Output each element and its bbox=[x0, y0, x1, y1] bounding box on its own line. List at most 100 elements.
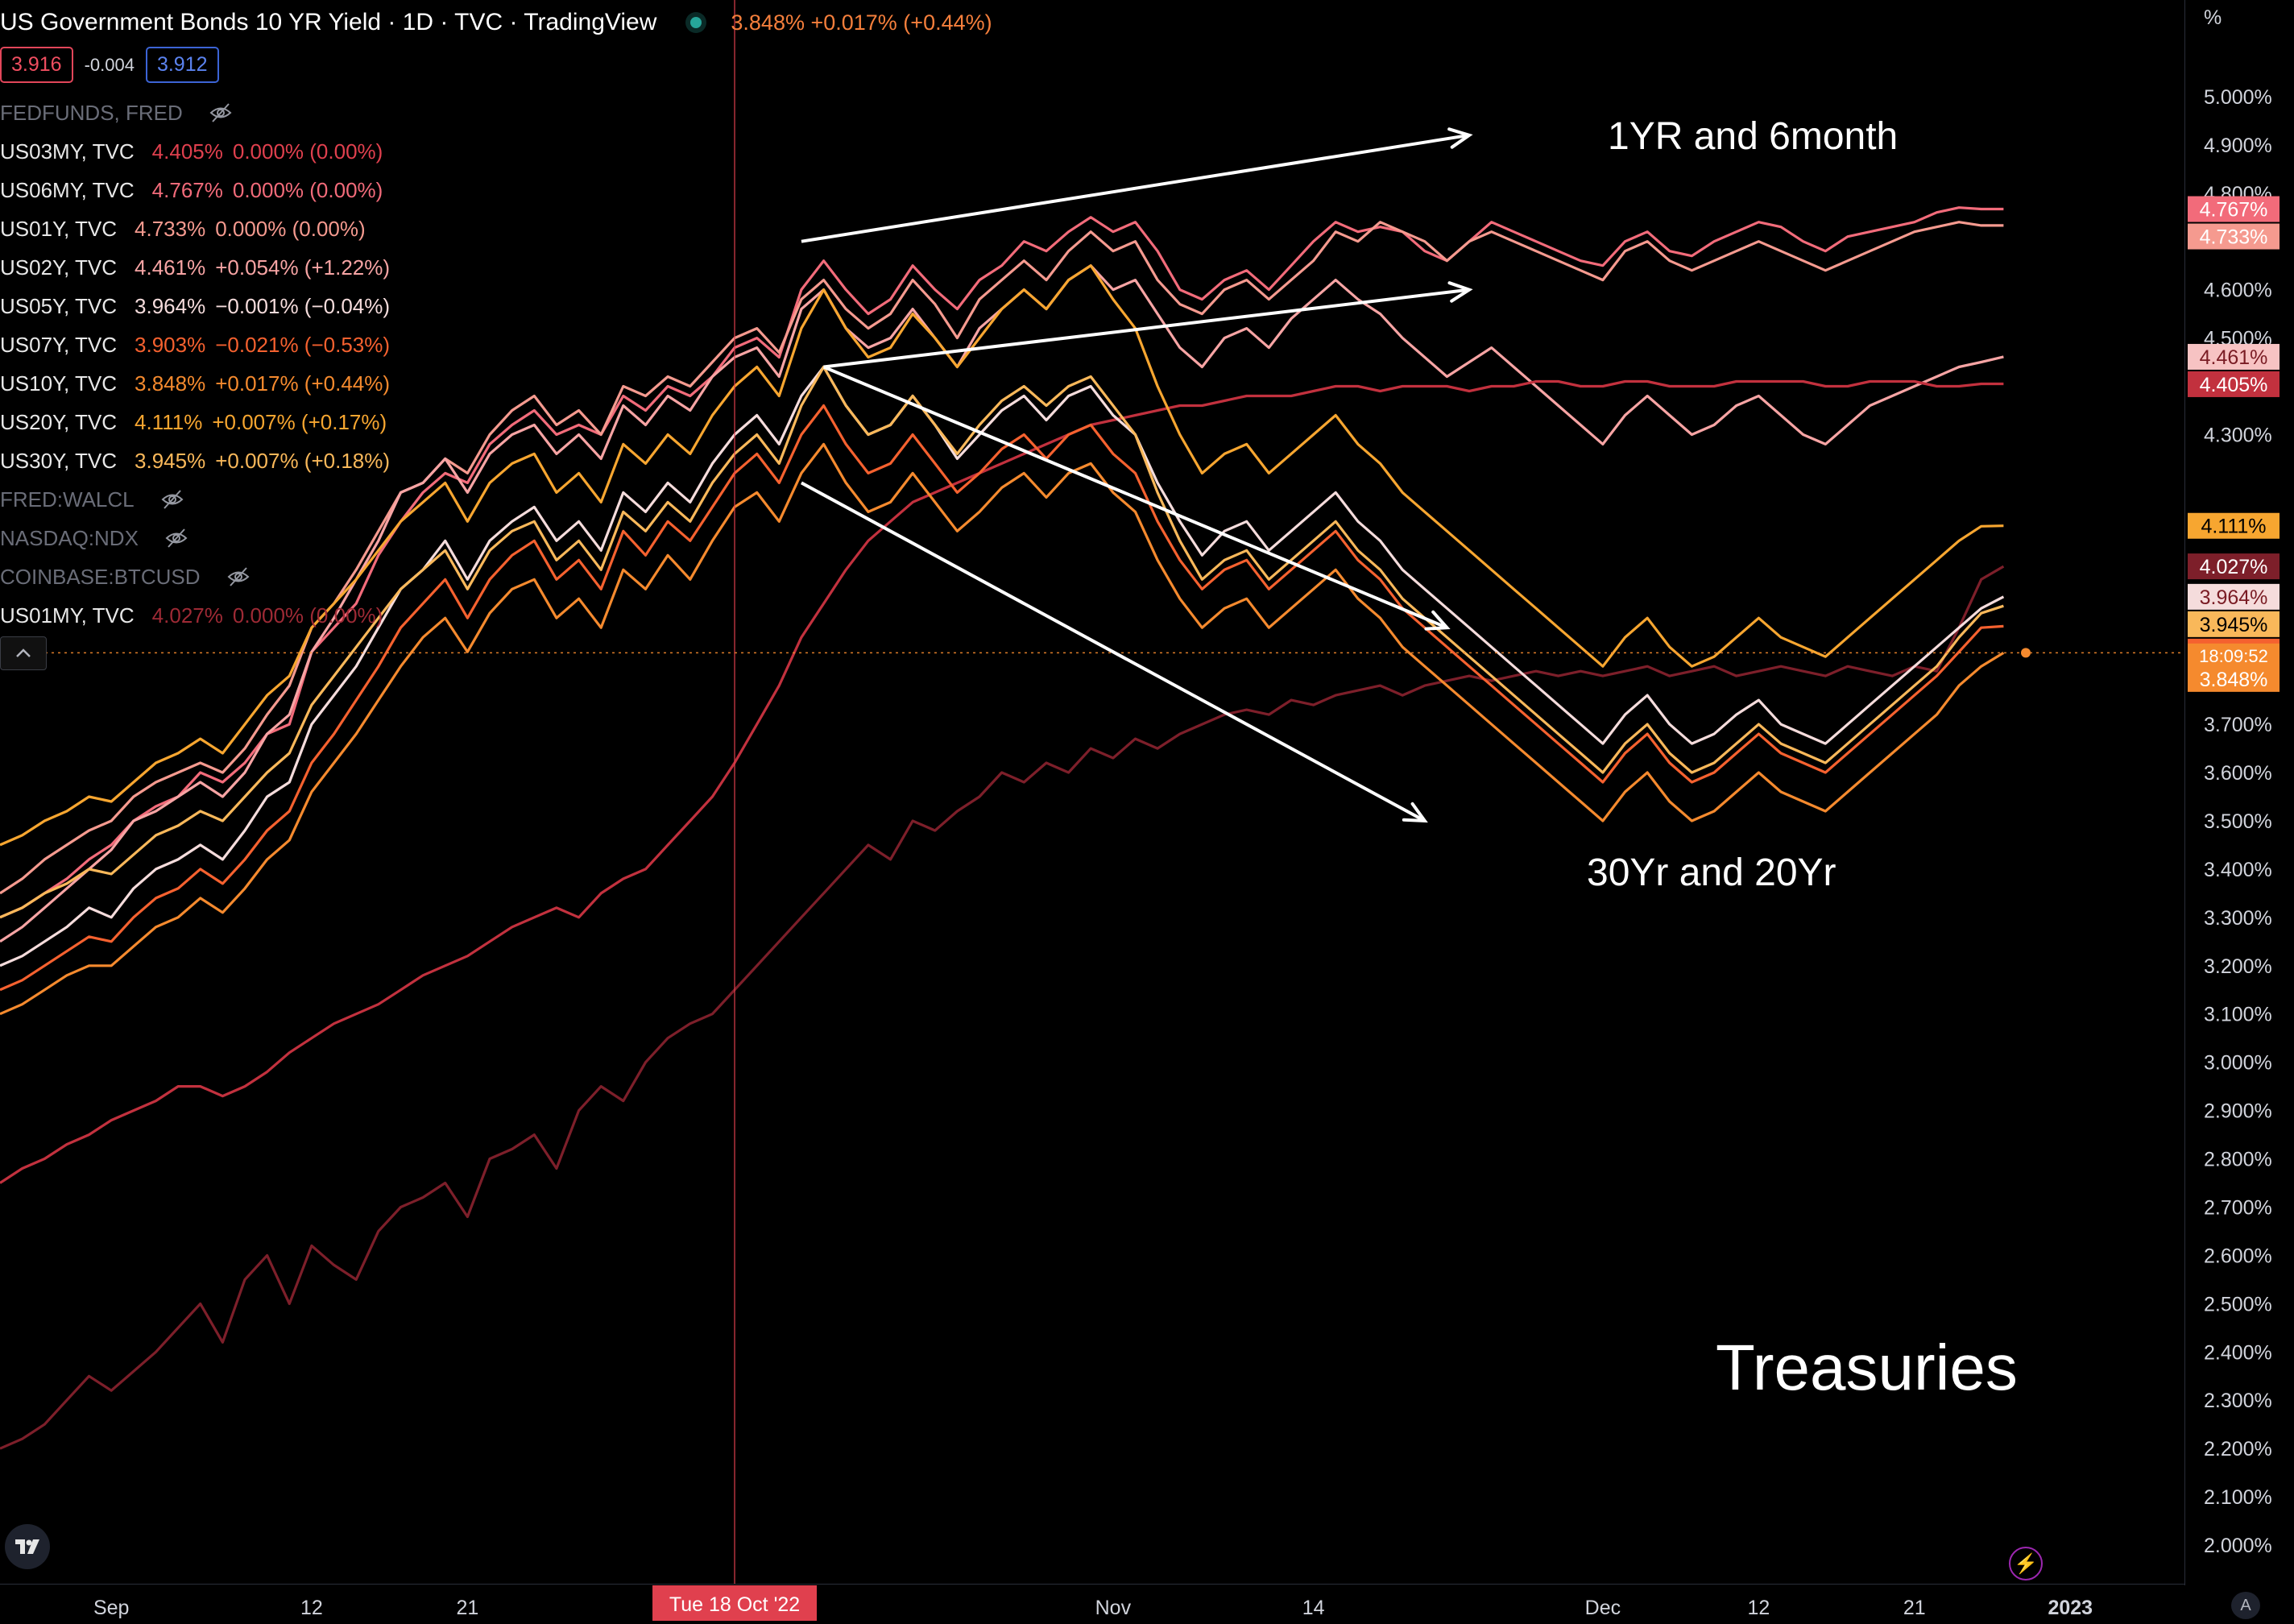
legend-row[interactable]: COINBASE:BTCUSD bbox=[0, 557, 400, 596]
x-tick-label: 2023 bbox=[2048, 1597, 2093, 1619]
y-tick-label: 3.000% bbox=[2204, 1052, 2272, 1075]
arrow-head-icon bbox=[1402, 802, 1428, 823]
eye-hidden-icon[interactable] bbox=[160, 487, 184, 512]
legend-series-name[interactable]: FEDFUNDS, FRED bbox=[0, 100, 183, 125]
chart-header: US Government Bonds 10 YR Yield · 1D · T… bbox=[0, 6, 992, 39]
y-tick-label: 2.700% bbox=[2204, 1196, 2272, 1219]
legend-row[interactable]: US07Y, TVC 3.903% −0.021% (−0.53%) bbox=[0, 325, 400, 364]
ask-price-box[interactable]: 3.912 bbox=[145, 47, 219, 83]
price-label-box bbox=[2188, 553, 2280, 580]
arrow-head-icon bbox=[1447, 127, 1473, 149]
price-axis-divider bbox=[2184, 0, 2185, 1585]
legend-series-name[interactable]: US03MY, TVC bbox=[0, 139, 135, 164]
y-tick-label: 2.900% bbox=[2204, 1100, 2272, 1123]
legend-series-value: 3.903% bbox=[135, 332, 206, 357]
price-label-box bbox=[2188, 343, 2280, 370]
legend-row[interactable]: US01Y, TVC 4.733% 0.000% (0.00%) bbox=[0, 209, 400, 248]
price-row: 3.916 -0.004 3.912 bbox=[0, 47, 219, 83]
lightning-icon[interactable]: ⚡ bbox=[2009, 1547, 2043, 1580]
countdown-text: 18:09:52 bbox=[2199, 646, 2268, 666]
price-label-box bbox=[2188, 512, 2280, 539]
x-tick-label: 21 bbox=[1903, 1597, 1926, 1619]
legend-series-name[interactable]: COINBASE:BTCUSD bbox=[0, 564, 201, 589]
header-quote: 3.848% +0.017% (+0.44%) bbox=[731, 10, 992, 35]
legend-row[interactable]: US01MY, TVC 4.027% 0.000% (0.00%) bbox=[0, 596, 400, 635]
y-tick-label: 3.100% bbox=[2204, 1004, 2272, 1026]
legend-row[interactable]: NASDAQ:NDX bbox=[0, 519, 400, 557]
legend-row[interactable]: US20Y, TVC 4.111% +0.007% (+0.17%) bbox=[0, 403, 400, 441]
series-line-us07y[interactable] bbox=[0, 404, 2004, 992]
y-tick-label: 3.700% bbox=[2204, 714, 2272, 736]
series-line-us10y[interactable] bbox=[0, 442, 2005, 1016]
series-line-us05y[interactable] bbox=[0, 365, 2005, 967]
price-label-text: 3.848% bbox=[2200, 669, 2268, 691]
series-line-us30y[interactable] bbox=[0, 365, 2004, 919]
y-axis-unit-label: % bbox=[2204, 6, 2222, 29]
annotation-short-end[interactable]: 1YR and 6month bbox=[1608, 115, 1899, 158]
legend-series-name[interactable]: NASDAQ:NDX bbox=[0, 525, 139, 550]
eye-hidden-icon[interactable] bbox=[209, 101, 233, 125]
legend-series-change: +0.007% (+0.18%) bbox=[215, 448, 391, 473]
legend-series-value: 3.945% bbox=[135, 448, 206, 473]
trend-arrow-line[interactable] bbox=[823, 288, 1470, 369]
legend-row[interactable]: US06MY, TVC 4.767% 0.000% (0.00%) bbox=[0, 171, 400, 209]
legend-series-name[interactable]: US02Y, TVC bbox=[0, 255, 118, 280]
crosshair-date-box bbox=[652, 1585, 818, 1621]
bid-price-box[interactable]: 3.916 bbox=[0, 47, 73, 83]
series-legend: FEDFUNDS, FRED US03MY, TVC 4.405% 0.000% (0… bbox=[0, 93, 400, 635]
symbol-title[interactable]: US Government Bonds 10 YR Yield · 1D · T… bbox=[0, 9, 657, 35]
legend-series-name[interactable]: US06MY, TVC bbox=[0, 177, 135, 202]
countdown-box bbox=[2188, 643, 2280, 668]
annotation-long-end[interactable]: 30Yr and 20Yr bbox=[1587, 851, 1836, 894]
series-line-us03my[interactable] bbox=[0, 379, 2004, 1184]
legend-row[interactable]: US05Y, TVC 3.964% −0.001% (−0.04%) bbox=[0, 287, 400, 325]
legend-series-name[interactable]: US30Y, TVC bbox=[0, 448, 118, 473]
legend-series-name[interactable]: US05Y, TVC bbox=[0, 293, 118, 318]
trend-arrow-line[interactable] bbox=[822, 365, 1448, 630]
y-tick-label: 3.300% bbox=[2204, 907, 2272, 930]
spread-value: -0.004 bbox=[84, 54, 135, 75]
eye-hidden-icon[interactable] bbox=[164, 526, 188, 550]
legend-series-name[interactable]: US01MY, TVC bbox=[0, 603, 135, 628]
x-tick-label: Nov bbox=[1095, 1597, 1132, 1619]
legend-row[interactable]: US03MY, TVC 4.405% 0.000% (0.00%) bbox=[0, 132, 400, 171]
legend-row[interactable]: US10Y, TVC 3.848% +0.017% (+0.44%) bbox=[0, 364, 400, 403]
y-tick-label: 2.000% bbox=[2204, 1535, 2272, 1557]
price-axis[interactable] bbox=[2185, 0, 2294, 1624]
legend-series-name[interactable]: FRED:WALCL bbox=[0, 487, 135, 512]
legend-series-change: −0.021% (−0.53%) bbox=[215, 332, 391, 357]
y-tick-label: 4.600% bbox=[2204, 280, 2272, 302]
legend-series-name[interactable]: US20Y, TVC bbox=[0, 409, 118, 434]
legend-row[interactable]: US30Y, TVC 3.945% +0.007% (+0.18%) bbox=[0, 441, 400, 480]
legend-series-name[interactable]: US10Y, TVC bbox=[0, 371, 118, 396]
trend-arrow-line[interactable] bbox=[800, 481, 1426, 822]
arrow-head-icon bbox=[1447, 281, 1473, 303]
series-line-us06my[interactable] bbox=[0, 206, 2004, 919]
legend-row[interactable]: FRED:WALCL bbox=[0, 480, 400, 519]
legend-collapse-button[interactable] bbox=[0, 636, 47, 670]
legend-row[interactable]: US02Y, TVC 4.461% +0.054% (+1.22%) bbox=[0, 248, 400, 287]
legend-series-name[interactable]: US01Y, TVC bbox=[0, 216, 118, 241]
price-label-text: 4.767% bbox=[2200, 199, 2268, 222]
x-tick-label: 21 bbox=[456, 1597, 478, 1619]
x-tick-label: 12 bbox=[1747, 1597, 1770, 1619]
y-tick-label: 3.500% bbox=[2204, 810, 2272, 833]
auto-scale-button[interactable]: A bbox=[2231, 1592, 2260, 1619]
y-tick-label: 2.100% bbox=[2204, 1486, 2272, 1509]
price-label-box bbox=[2188, 223, 2280, 250]
annotation-title[interactable]: Treasuries bbox=[1716, 1332, 2018, 1403]
legend-series-name[interactable]: US07Y, TVC bbox=[0, 332, 118, 357]
series-line-us20y[interactable] bbox=[0, 264, 2004, 847]
eye-hidden-icon[interactable] bbox=[226, 565, 251, 589]
trend-arrow-line[interactable] bbox=[801, 133, 1470, 243]
legend-series-value: 4.461% bbox=[135, 255, 206, 280]
y-tick-label: 3.600% bbox=[2204, 762, 2272, 785]
market-status-icon bbox=[690, 17, 702, 28]
tradingview-logo[interactable] bbox=[5, 1524, 50, 1569]
price-label-box bbox=[2188, 665, 2280, 692]
price-label-text: 4.733% bbox=[2200, 226, 2268, 249]
series-line-us01my[interactable] bbox=[0, 565, 2005, 1450]
legend-row[interactable]: FEDFUNDS, FRED bbox=[0, 93, 400, 132]
